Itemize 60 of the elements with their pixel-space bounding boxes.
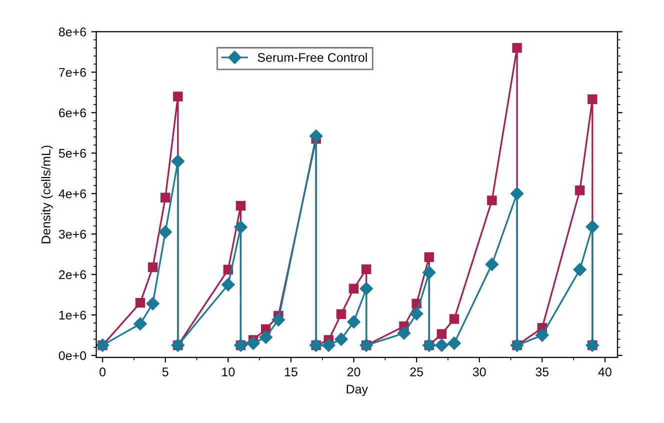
point [234,220,248,234]
point [173,92,183,102]
point [512,43,522,53]
point [487,196,497,206]
point [449,314,460,324]
y-tick-label: 3e+6 [58,230,86,239]
point [259,330,272,344]
point [322,338,336,352]
point [448,336,461,350]
point [410,307,424,320]
x-tick-label: 15 [284,368,298,376]
point [422,266,436,280]
x-tick-label: 30 [472,367,486,376]
legend-label: Serum-Free Control [258,52,367,62]
y-tick-label: 6e+6 [59,108,86,118]
point [334,332,348,346]
point [536,328,549,342]
point [236,200,246,211]
y-tick-label: 1e+6 [59,310,86,320]
x-tick-label: 40 [598,367,612,376]
point [397,326,411,340]
x-tick-label: 0 [100,367,106,376]
point [588,94,598,104]
y-tick-label: 5e+6 [58,148,86,158]
point [485,258,499,271]
point [246,336,260,350]
point [272,313,285,326]
y-tick-label: 0e+0 [58,351,86,360]
point [573,263,586,276]
y-axis-title: Density (cells/mL) [41,146,53,244]
point [361,264,372,274]
point [134,317,147,330]
point [436,329,447,339]
point [171,154,185,168]
point [360,282,373,296]
point [348,284,359,294]
point [135,298,146,308]
point [309,130,323,143]
point [574,185,585,196]
point [148,262,158,272]
x-tick-label: 20 [347,367,360,376]
point [222,278,235,292]
y-tick-label: 2e+6 [59,270,86,280]
point [160,192,170,202]
x-tick-label: 25 [410,367,423,376]
point [586,220,599,234]
point [146,297,160,310]
y-tick-label: 4e+6 [58,189,86,198]
y-tick-label: 8e+6 [58,28,86,36]
x-tick-label: 10 [222,367,235,376]
point [158,225,172,239]
y-tick-label: 7e+6 [59,68,86,77]
x-tick-label: 35 [536,367,549,376]
x-axis-title: Day [346,384,368,396]
point [510,186,524,200]
point [347,315,360,328]
x-tick-label: 5 [162,368,168,376]
point [424,252,434,262]
point [435,338,448,352]
point [336,309,346,320]
